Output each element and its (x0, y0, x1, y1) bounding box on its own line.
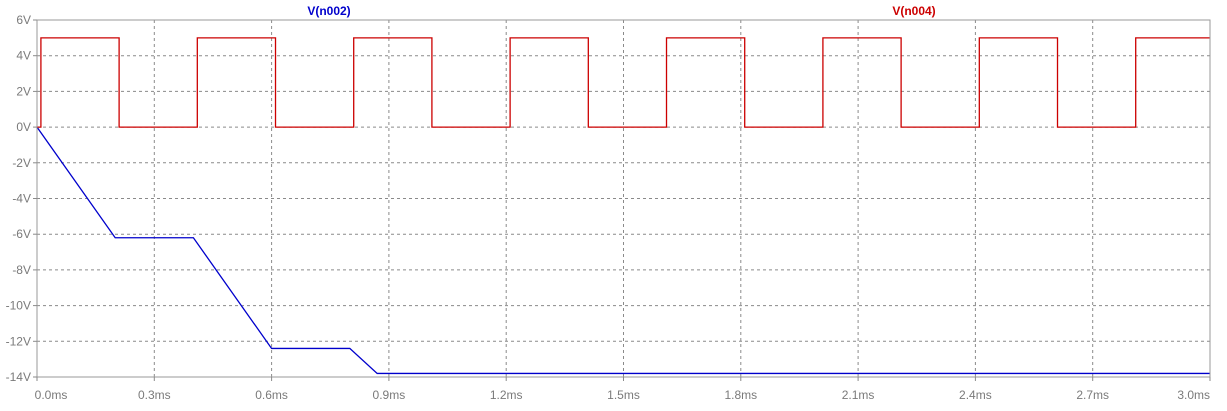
y-tick-label: -6V (12, 227, 31, 241)
x-tick-label: 1.5ms (607, 388, 640, 402)
x-tick-label: 0.6ms (255, 388, 288, 402)
x-tick-label: 3.0ms (1177, 388, 1210, 402)
series-layer (36, 37, 1210, 375)
y-tick-label: -12V (6, 334, 31, 348)
x-tick-label: 0.0ms (35, 388, 68, 402)
y-tick-label: 2V (16, 84, 31, 98)
x-tick-label: 1.2ms (490, 388, 523, 402)
grid (37, 20, 1210, 377)
x-axis-ticks: 0.0ms 0.3ms 0.6ms 0.9ms 1.2ms 1.5ms 1.8ms 2.1ms… (35, 377, 1211, 402)
y-tick-label: -8V (12, 263, 31, 277)
y-tick-label: 4V (16, 49, 31, 63)
y-tick-label: 6V (16, 13, 31, 27)
series-line-vn002 (36, 126, 1210, 375)
y-tick-label: -4V (12, 192, 31, 206)
x-tick-label: 0.9ms (373, 388, 406, 402)
legend: V(n002) V(n004) (307, 4, 935, 18)
legend-entry: V(n004) (892, 4, 935, 18)
y-axis-ticks: 6V 4V 2V 0V -2V -4V -6V -8V -10V -12V -14V (6, 13, 37, 384)
y-tick-label: -2V (12, 156, 31, 170)
y-tick-label: -14V (6, 370, 31, 384)
x-tick-label: 0.3ms (138, 388, 171, 402)
y-tick-label: 0V (16, 120, 31, 134)
legend-entry: V(n002) (307, 4, 350, 18)
x-tick-label: 2.7ms (1076, 388, 1109, 402)
x-tick-label: 2.4ms (959, 388, 992, 402)
x-tick-label: 1.8ms (724, 388, 757, 402)
x-tick-label: 2.1ms (842, 388, 875, 402)
series-line-vn004 (37, 37, 1210, 128)
y-tick-label: -10V (6, 299, 31, 313)
